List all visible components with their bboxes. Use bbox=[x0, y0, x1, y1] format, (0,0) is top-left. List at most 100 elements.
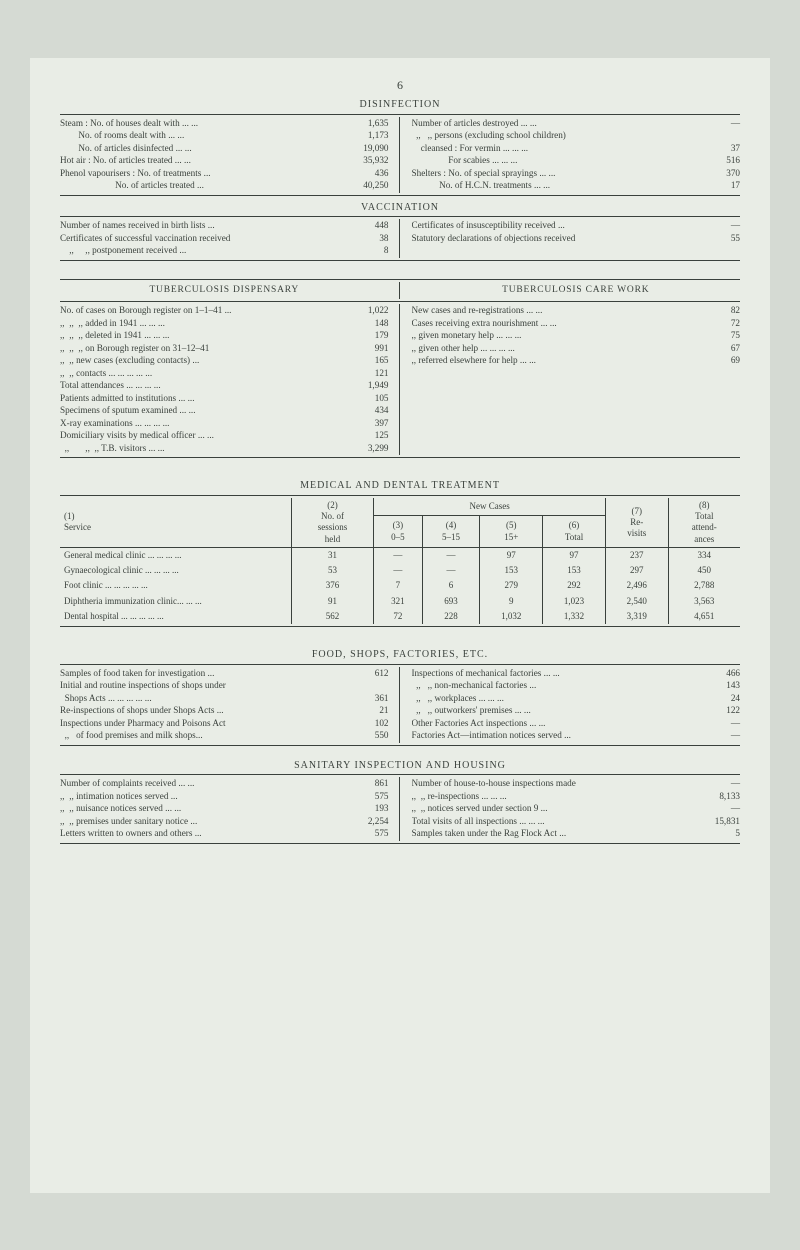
row-label: Inspections under Pharmacy and Poisons A… bbox=[60, 718, 347, 730]
rule bbox=[60, 495, 740, 496]
row-value: 102 bbox=[347, 718, 389, 730]
vaccination-right: Certificates of insusceptibility receive… bbox=[412, 219, 741, 258]
food-title: FOOD, SHOPS, FACTORIES, ETC. bbox=[60, 649, 740, 662]
row-label: ,, ,, premises under sanitary notice ... bbox=[60, 816, 347, 828]
tb-care-title: TUBERCULOSIS CARE WORK bbox=[412, 285, 741, 297]
rule bbox=[60, 664, 740, 665]
row-label: X-ray examinations ... ... ... ... bbox=[60, 418, 347, 430]
cell-c6: 153 bbox=[543, 563, 606, 578]
data-row: No. of H.C.N. treatments ... ...17 bbox=[412, 180, 741, 192]
data-row: ,, ,, nuisance notices served ... ...193 bbox=[60, 803, 389, 815]
data-row: Number of house-to-house inspections mad… bbox=[412, 778, 741, 790]
data-row: ,, ,, non-mechanical factories ...143 bbox=[412, 680, 741, 692]
row-label: No. of rooms dealt with ... ... bbox=[60, 130, 347, 142]
row-label: Samples taken under the Rag Flock Act ..… bbox=[412, 828, 699, 840]
row-value: 575 bbox=[347, 828, 389, 840]
food-left: Samples of food taken for investigation … bbox=[60, 667, 400, 743]
row-label: Other Factories Act inspections ... ... bbox=[412, 718, 699, 730]
row-value: 19,090 bbox=[347, 143, 389, 155]
row-label: No. of articles treated ... bbox=[60, 180, 347, 192]
data-row: Inspections under Pharmacy and Poisons A… bbox=[60, 718, 389, 730]
cell-c5: 153 bbox=[480, 563, 543, 578]
data-row: Other Factories Act inspections ... ...— bbox=[412, 718, 741, 730]
cell-service: Gynaecological clinic ... ... ... ... bbox=[60, 563, 291, 578]
tb-dispensary-title: TUBERCULOSIS DISPENSARY bbox=[60, 285, 389, 297]
data-row: ,, ,, new cases (excluding contacts) ...… bbox=[60, 355, 389, 367]
row-label: Phenol vapourisers : No. of treatments .… bbox=[60, 168, 347, 180]
data-row: ,, ,, intimation notices served ...575 bbox=[60, 791, 389, 803]
row-value: 148 bbox=[347, 318, 389, 330]
row-label: cleansed : For vermin ... ... ... bbox=[412, 143, 699, 155]
cell-c6: 97 bbox=[543, 547, 606, 563]
data-row: For scabies ... ... ...516 bbox=[412, 155, 741, 167]
data-row: Number of names received in birth lists … bbox=[60, 220, 389, 232]
col-revisits: (7) Re- visits bbox=[605, 498, 668, 548]
row-value: 21 bbox=[347, 705, 389, 717]
cell-c5: 97 bbox=[480, 547, 543, 563]
row-value: 75 bbox=[698, 330, 740, 342]
data-row: Shops Acts ... ... ... ... ...361 bbox=[60, 693, 389, 705]
row-label: Shelters : No. of special sprayings ... … bbox=[412, 168, 699, 180]
row-value: 8 bbox=[347, 245, 389, 257]
data-row: Certificates of insusceptibility receive… bbox=[412, 220, 741, 232]
cell-c8: 2,788 bbox=[668, 578, 740, 593]
row-label: ,, of food premises and milk shops... bbox=[60, 730, 347, 742]
data-row: X-ray examinations ... ... ... ...397 bbox=[60, 418, 389, 430]
data-row: cleansed : For vermin ... ... ...37 bbox=[412, 143, 741, 155]
row-label: Number of house-to-house inspections mad… bbox=[412, 778, 699, 790]
cell-c5: 1,032 bbox=[480, 609, 543, 624]
cell-c8: 450 bbox=[668, 563, 740, 578]
cell-c4: 228 bbox=[422, 609, 480, 624]
rule bbox=[60, 260, 740, 261]
row-label: ,, ,, contacts ... ... ... ... ... bbox=[60, 368, 347, 380]
sanitary-block: Number of complaints received ... ...861… bbox=[60, 777, 740, 841]
vaccination-left: Number of names received in birth lists … bbox=[60, 219, 400, 258]
data-row: Re-inspections of shops under Shops Acts… bbox=[60, 705, 389, 717]
cell-c6: 292 bbox=[543, 578, 606, 593]
row-value: 15,831 bbox=[698, 816, 740, 828]
row-value: 40,250 bbox=[347, 180, 389, 192]
data-row: ,, given other help ... ... ... ...67 bbox=[412, 343, 741, 355]
vaccination-block: Number of names received in birth lists … bbox=[60, 219, 740, 258]
cell-sessions: 376 bbox=[291, 578, 374, 593]
row-label: ,, ,, non-mechanical factories ... bbox=[412, 680, 699, 692]
row-value: 516 bbox=[698, 155, 740, 167]
data-row: No. of rooms dealt with ... ...1,173 bbox=[60, 130, 389, 142]
data-row: Domiciliary visits by medical officer ..… bbox=[60, 430, 389, 442]
row-label: Patients admitted to institutions ... ..… bbox=[60, 393, 347, 405]
data-row: ,, given monetary help ... ... ...75 bbox=[412, 330, 741, 342]
row-value: 575 bbox=[347, 791, 389, 803]
row-label: ,, ,, notices served under section 9 ... bbox=[412, 803, 699, 815]
cell-c7: 297 bbox=[605, 563, 668, 578]
row-value bbox=[347, 680, 389, 692]
rule bbox=[60, 626, 740, 627]
row-value: 3,299 bbox=[347, 443, 389, 455]
row-value: 121 bbox=[347, 368, 389, 380]
data-row: Patients admitted to institutions ... ..… bbox=[60, 393, 389, 405]
row-value: 448 bbox=[347, 220, 389, 232]
vaccination-title: VACCINATION bbox=[60, 202, 740, 215]
data-row: ,, ,, workplaces ... ... ...24 bbox=[412, 693, 741, 705]
row-value: — bbox=[698, 778, 740, 790]
food-block: Samples of food taken for investigation … bbox=[60, 667, 740, 743]
cell-service: Foot clinic ... ... ... ... ... bbox=[60, 578, 291, 593]
row-value: 361 bbox=[347, 693, 389, 705]
row-label: ,, ,, persons (excluding school children… bbox=[412, 130, 699, 142]
table-row: Dental hospital ... ... ... ... ...56272… bbox=[60, 609, 740, 624]
row-value: 143 bbox=[698, 680, 740, 692]
disinfection-block: Steam : No. of houses dealt with ... ...… bbox=[60, 117, 740, 193]
col-newcases: New Cases bbox=[374, 498, 606, 516]
row-label: Domiciliary visits by medical officer ..… bbox=[60, 430, 347, 442]
rule bbox=[60, 216, 740, 217]
cell-c7: 3,319 bbox=[605, 609, 668, 624]
data-row: Steam : No. of houses dealt with ... ...… bbox=[60, 118, 389, 130]
tb-left: No. of cases on Borough register on 1–1–… bbox=[60, 304, 400, 455]
row-label: No. of H.C.N. treatments ... ... bbox=[412, 180, 699, 192]
cell-c4: — bbox=[422, 547, 480, 563]
medical-table: (1) Service (2) No. of sessions held New… bbox=[60, 498, 740, 624]
data-row: Hot air : No. of articles treated ... ..… bbox=[60, 155, 389, 167]
data-row: ,, ,, notices served under section 9 ...… bbox=[412, 803, 741, 815]
row-value: 165 bbox=[347, 355, 389, 367]
row-value bbox=[698, 130, 740, 142]
row-value: 122 bbox=[698, 705, 740, 717]
